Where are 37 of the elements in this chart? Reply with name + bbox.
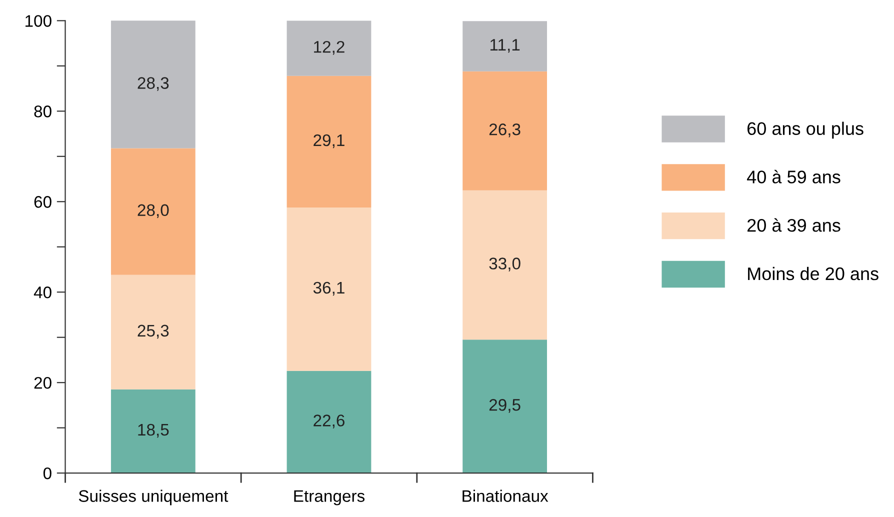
bar xyxy=(462,21,548,72)
data-label: 12,2 xyxy=(314,40,344,55)
data-label: 22,6 xyxy=(314,414,344,428)
bar xyxy=(110,389,196,474)
bar xyxy=(110,274,196,390)
legend-label: 60 ans ou plus xyxy=(747,122,864,139)
bar xyxy=(462,340,548,474)
data-label: 28,3 xyxy=(138,77,169,91)
data-label: 33,0 xyxy=(489,258,520,272)
y-tick-label: 100 xyxy=(26,15,52,27)
bar xyxy=(286,20,372,76)
data-label: 26,3 xyxy=(489,124,520,138)
bar xyxy=(110,20,196,148)
data-label: 25,3 xyxy=(138,324,169,339)
data-label: 29,5 xyxy=(489,399,520,413)
bar xyxy=(286,76,372,208)
bar xyxy=(110,148,196,275)
bar xyxy=(286,370,372,474)
y-tick-label: 60 xyxy=(34,196,52,208)
bar xyxy=(462,190,548,340)
bar xyxy=(462,71,548,190)
legend-label: 40 à 59 ans xyxy=(746,170,840,184)
y-tick-label: 40 xyxy=(34,286,52,298)
data-label: 29,1 xyxy=(314,134,344,148)
x-tick-label: Etrangers xyxy=(294,490,365,506)
legend-label: Moins de 20 ans xyxy=(748,266,878,280)
bar xyxy=(286,208,372,371)
data-label: 36,1 xyxy=(313,282,344,296)
legend-label: 20 à 39 ans xyxy=(747,218,840,232)
x-tick-label: Suisses uniquement xyxy=(78,490,228,506)
x-tick-label: Binationaux xyxy=(462,490,548,502)
data-label: 11,1 xyxy=(490,39,520,53)
y-tick-label: 20 xyxy=(34,376,52,389)
y-tick-label: 80 xyxy=(34,106,52,118)
data-label: 18,5 xyxy=(138,424,169,438)
y-tick-label: 0 xyxy=(43,467,52,480)
data-label: 28,0 xyxy=(138,204,169,218)
